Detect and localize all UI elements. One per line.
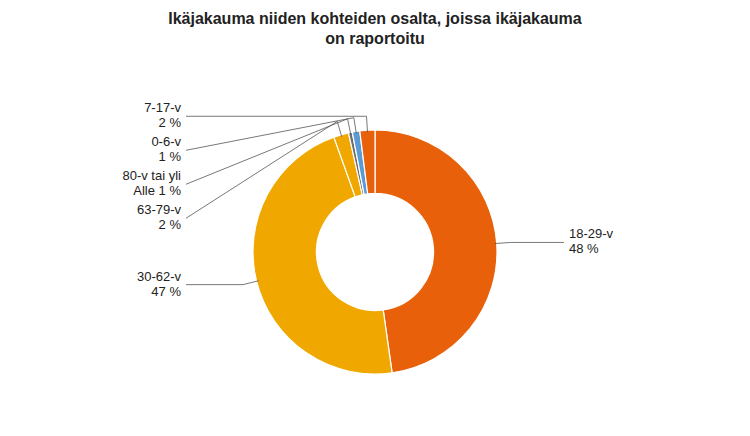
label-value: 48 % (569, 242, 599, 257)
label-category: 7-17-v (144, 101, 181, 116)
data-label: 30-62-v47 % (137, 269, 182, 299)
leader-line (186, 116, 368, 132)
slice (360, 130, 375, 194)
label-value: 2 % (159, 218, 182, 233)
donut (253, 130, 497, 374)
title: Ikäjakauma niiden kohteiden osalta, jois… (168, 10, 582, 47)
label-value: Alle 1 % (133, 184, 181, 199)
data-label: 63-79-v2 % (137, 203, 182, 233)
labels: 18-29-v48 %30-62-v47 %63-79-v2 %80-v tai… (122, 101, 613, 299)
label-category: 63-79-v (137, 203, 182, 218)
slice (375, 130, 497, 373)
data-label: 0-6-v1 % (151, 135, 181, 165)
title-line: on raportoitu (325, 30, 425, 47)
title-line: Ikäjakauma niiden kohteiden osalta, jois… (168, 10, 582, 27)
leader-line (186, 281, 259, 285)
leader-line (186, 121, 342, 218)
data-label: 18-29-v48 % (569, 227, 614, 257)
leader-line (186, 118, 356, 151)
chart-container: Ikäjakauma niiden kohteiden osalta, jois… (0, 0, 750, 436)
label-value: 2 % (159, 116, 182, 131)
label-value: 47 % (151, 284, 181, 299)
label-category: 18-29-v (569, 227, 614, 242)
label-category: 0-6-v (151, 135, 181, 150)
leader-line (186, 119, 351, 184)
data-label: 80-v tai yliAlle 1 % (122, 169, 181, 199)
label-category: 30-62-v (137, 269, 182, 284)
label-category: 80-v tai yli (122, 169, 181, 184)
chart-svg: Ikäjakauma niiden kohteiden osalta, jois… (0, 0, 750, 436)
leader-line (495, 242, 564, 243)
data-label: 7-17-v2 % (144, 101, 181, 131)
label-value: 1 % (159, 150, 182, 165)
